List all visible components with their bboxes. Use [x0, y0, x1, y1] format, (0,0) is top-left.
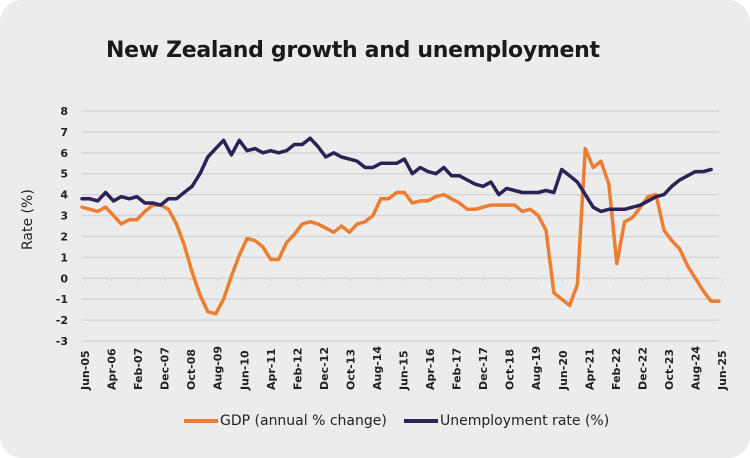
x-tick-label: Feb-17 — [451, 348, 464, 390]
x-tick-label: Feb-12 — [291, 348, 304, 390]
legend-label-unemployment: Unemployment rate (%) — [440, 413, 610, 429]
x-tick-label: Jun-15 — [398, 350, 411, 391]
y-tick-label: 6 — [60, 147, 68, 160]
y-tick-label: 4 — [60, 189, 68, 202]
x-tick-label: Oct-08 — [185, 349, 198, 390]
chart-title: New Zealand growth and unemployment — [106, 38, 600, 63]
y-tick-label: -2 — [56, 314, 68, 327]
x-tick-label: Apr-06 — [106, 348, 119, 390]
gdp-line — [80, 146, 721, 316]
x-tick-label: Jun-25 — [716, 350, 729, 391]
x-tick-label: Aug-24 — [689, 346, 702, 390]
legend-swatch-unemployment — [404, 419, 438, 423]
x-tick-label: Feb-07 — [132, 348, 145, 390]
legend-item-unemployment: Unemployment rate (%) — [404, 413, 609, 429]
y-tick-label: 2 — [60, 230, 68, 243]
x-tick-label: Apr-11 — [265, 348, 278, 390]
x-tick-label: Jun-10 — [238, 350, 251, 391]
x-tick-label: Apr-21 — [583, 348, 596, 390]
x-tick-label: Dec-17 — [477, 347, 490, 390]
x-tick-label: Jun-05 — [79, 350, 92, 391]
y-tick-label: -1 — [56, 293, 68, 306]
y-tick-label: 8 — [60, 105, 68, 118]
x-tick-label: Aug-14 — [371, 346, 384, 390]
x-tick-label: Dec-07 — [159, 347, 172, 390]
x-tick-label: Oct-13 — [344, 349, 357, 390]
x-tick-label: Oct-18 — [504, 349, 517, 390]
y-tick-label: -3 — [56, 335, 68, 348]
unemployment-line — [80, 136, 713, 214]
x-tick-label: Dec-22 — [636, 347, 649, 390]
y-tick-label: 1 — [60, 251, 68, 264]
legend-swatch-gdp — [184, 419, 218, 423]
x-tick-label: Apr-16 — [424, 348, 437, 390]
x-tick-label: Dec-12 — [318, 347, 331, 390]
y-tick-label: 3 — [60, 210, 68, 223]
y-tick-label: 0 — [60, 272, 68, 285]
y-tick-label: 7 — [60, 126, 68, 139]
x-tick-label: Aug-19 — [530, 346, 543, 390]
x-tick-label: Feb-22 — [610, 348, 623, 390]
legend-label-gdp: GDP (annual % change) — [220, 413, 387, 429]
x-tick-label: Jun-20 — [557, 350, 570, 391]
legend-item-gdp: GDP (annual % change) — [184, 413, 387, 429]
y-tick-label: 5 — [60, 168, 68, 181]
x-tick-label: Oct-23 — [663, 349, 676, 390]
x-tick-label: Aug-09 — [212, 346, 225, 390]
